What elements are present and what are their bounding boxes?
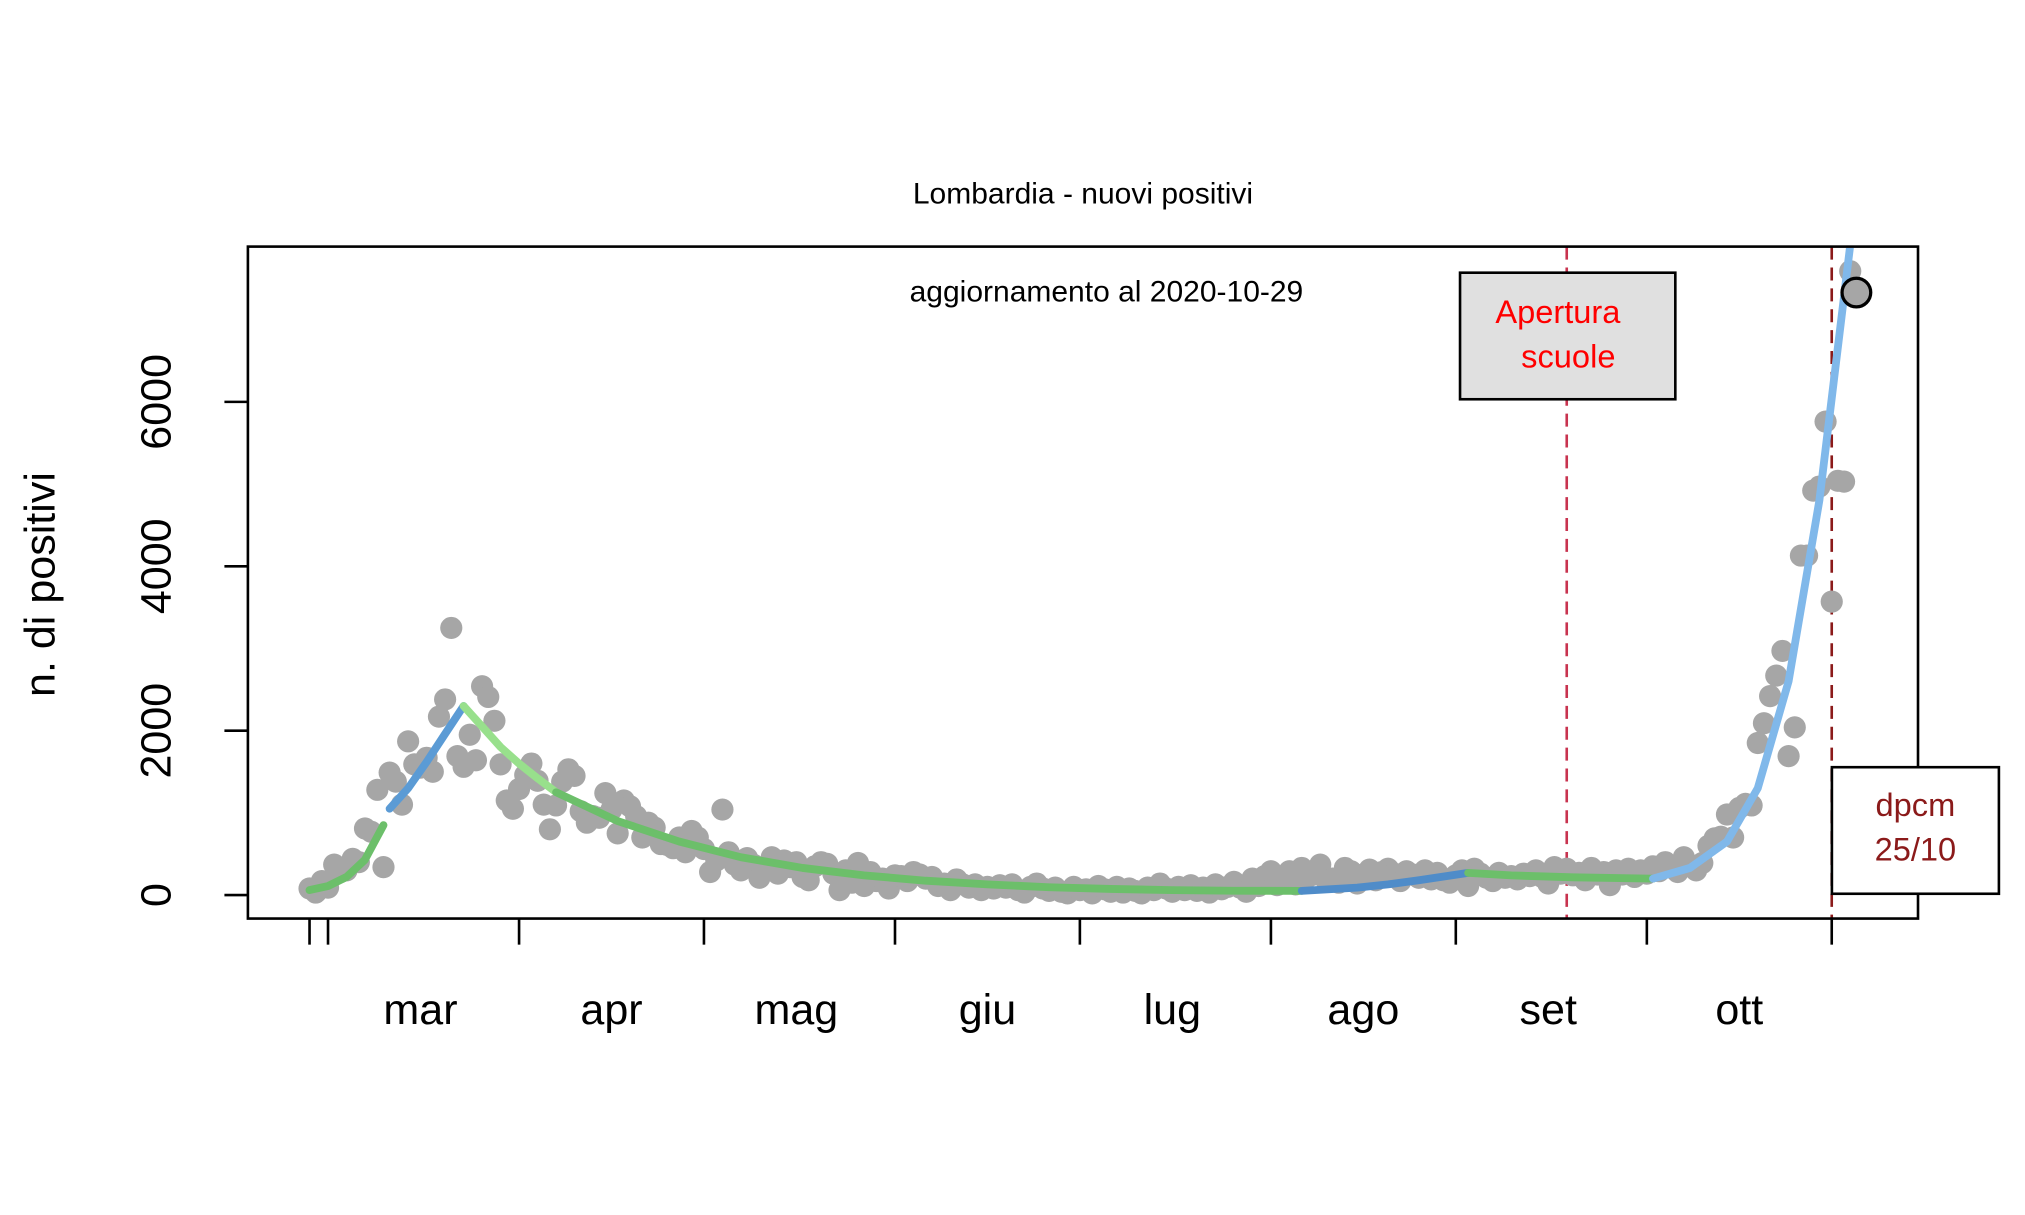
fit-line bbox=[1649, 247, 1854, 883]
point bbox=[1777, 745, 1800, 768]
y-axis-label: n. di positivi bbox=[16, 472, 64, 697]
y-tick-label: 4000 bbox=[133, 518, 181, 614]
point bbox=[538, 818, 561, 841]
fit-line bbox=[1297, 868, 1473, 895]
point bbox=[1765, 664, 1788, 687]
point bbox=[544, 794, 568, 817]
point bbox=[1746, 731, 1769, 755]
point bbox=[1820, 590, 1843, 613]
points bbox=[298, 247, 1873, 905]
point bbox=[458, 723, 481, 746]
point bbox=[1783, 716, 1806, 739]
fit-line bbox=[459, 702, 561, 797]
point bbox=[1771, 639, 1794, 663]
point bbox=[384, 770, 407, 793]
point bbox=[501, 797, 524, 820]
point bbox=[1752, 712, 1776, 735]
fit-line bbox=[385, 702, 468, 813]
point bbox=[606, 822, 629, 845]
y-tick-label: 2000 bbox=[133, 683, 181, 779]
point bbox=[397, 730, 420, 753]
plot-frame bbox=[246, 245, 1920, 920]
x-tick-label: giu bbox=[959, 986, 1016, 1034]
point bbox=[489, 753, 512, 776]
point bbox=[427, 705, 451, 728]
annotation-text: dpcm bbox=[1876, 786, 1956, 823]
x-tick-label: mar bbox=[383, 986, 457, 1034]
x-tick-label: mag bbox=[755, 986, 839, 1034]
point bbox=[464, 749, 488, 772]
point bbox=[440, 616, 463, 640]
y-tick-label: 6000 bbox=[133, 354, 181, 450]
annotation-text: 25/10 bbox=[1875, 831, 1957, 868]
annotation-text: Apertura bbox=[1495, 293, 1621, 330]
point bbox=[563, 764, 586, 787]
point bbox=[711, 798, 734, 821]
point bbox=[1832, 470, 1856, 493]
point bbox=[477, 685, 500, 709]
chart-subtitle: aggiornamento al 2020-10-29 bbox=[910, 275, 1304, 308]
annotation-text: scuole bbox=[1521, 337, 1615, 374]
point bbox=[434, 688, 457, 711]
chart-title: Lombardia - nuovi positivi bbox=[913, 178, 1253, 211]
x-tick-label: apr bbox=[580, 986, 642, 1034]
point bbox=[372, 856, 395, 879]
x-tick-label: ago bbox=[1327, 986, 1399, 1034]
latest-point bbox=[1840, 276, 1873, 309]
fit-line bbox=[552, 788, 1306, 895]
point bbox=[366, 778, 389, 801]
annotation-box bbox=[1458, 271, 1677, 401]
point bbox=[483, 709, 506, 732]
annotation-box bbox=[1830, 765, 2001, 896]
x-tick-label: lug bbox=[1144, 986, 1201, 1034]
x-tick-label: set bbox=[1520, 986, 1577, 1034]
fit-line bbox=[305, 821, 388, 895]
fit-line bbox=[1464, 868, 1657, 883]
x-tick-label: ott bbox=[1715, 986, 1763, 1034]
point bbox=[1759, 685, 1782, 708]
y-tick-label: 0 bbox=[133, 883, 181, 907]
